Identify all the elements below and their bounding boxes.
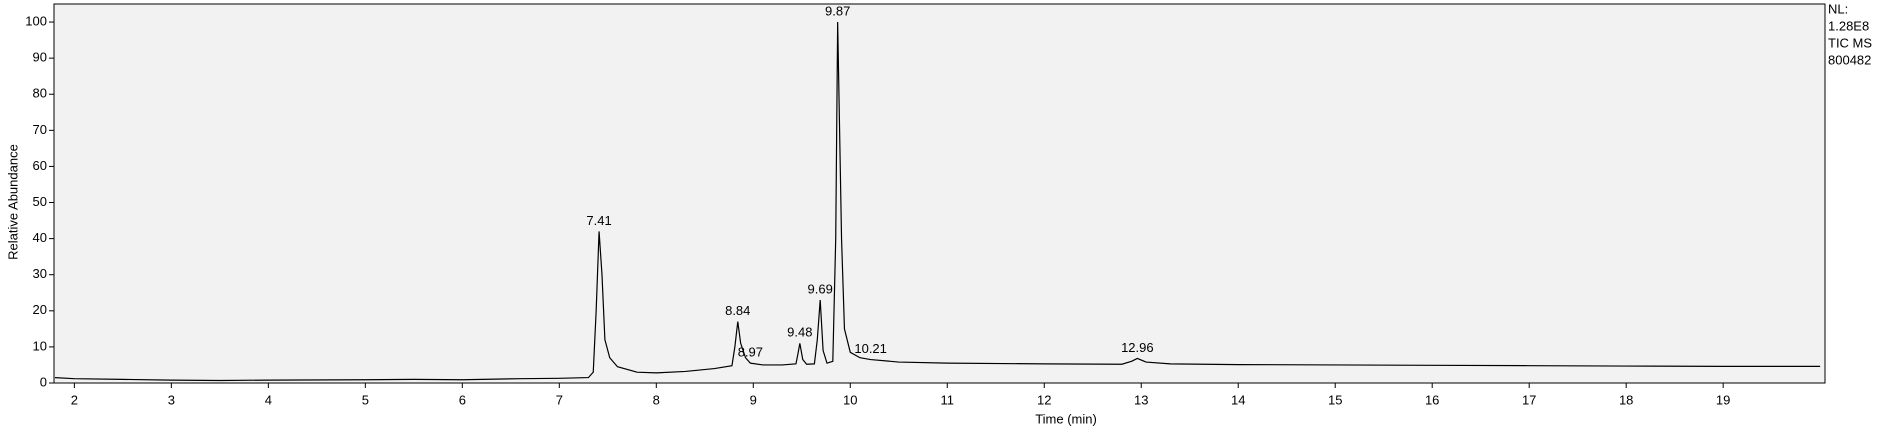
y-tick-label: 60	[33, 158, 47, 173]
x-tick-label: 8	[653, 392, 660, 407]
x-tick-label: 4	[265, 392, 272, 407]
side-text: NL:	[1828, 1, 1848, 16]
x-tick-label: 17	[1522, 392, 1536, 407]
y-tick-label: 50	[33, 194, 47, 209]
x-tick-label: 13	[1134, 392, 1148, 407]
x-tick-label: 15	[1328, 392, 1342, 407]
peak-label: 9.69	[808, 281, 833, 296]
peak-label: 12.96	[1121, 340, 1154, 355]
x-tick-label: 3	[168, 392, 175, 407]
y-tick-label: 10	[33, 338, 47, 353]
x-tick-label: 19	[1716, 392, 1730, 407]
peak-label: 8.97	[738, 345, 763, 360]
y-tick-label: 40	[33, 230, 47, 245]
y-tick-label: 20	[33, 302, 47, 317]
x-tick-label: 7	[556, 392, 563, 407]
x-axis-title: Time (min)	[1035, 411, 1097, 426]
peak-label: 9.87	[825, 3, 850, 18]
x-tick-label: 5	[362, 392, 369, 407]
side-text: TIC MS	[1828, 35, 1872, 50]
plot-area	[53, 3, 1826, 384]
x-tick-label: 2	[71, 392, 78, 407]
peak-label: 7.41	[586, 213, 611, 228]
y-tick-label: 100	[25, 13, 47, 28]
side-text: 1.28E8	[1828, 18, 1869, 33]
y-tick-label: 0	[40, 374, 47, 389]
peak-label: 10.21	[854, 341, 887, 356]
peak-label: 8.84	[725, 303, 750, 318]
y-tick-label: 90	[33, 50, 47, 65]
x-tick-label: 14	[1231, 392, 1245, 407]
x-tick-label: 18	[1619, 392, 1633, 407]
x-tick-label: 6	[459, 392, 466, 407]
y-tick-label: 70	[33, 122, 47, 137]
x-tick-label: 16	[1425, 392, 1439, 407]
y-tick-label: 30	[33, 266, 47, 281]
x-tick-label: 12	[1037, 392, 1051, 407]
x-tick-label: 9	[750, 392, 757, 407]
x-tick-label: 10	[843, 392, 857, 407]
trace	[54, 22, 1821, 382]
side-text: 800482	[1828, 52, 1871, 67]
x-tick-label: 11	[941, 392, 955, 407]
y-axis-title: Relative Abundance	[5, 144, 20, 260]
peak-label: 9.48	[787, 325, 812, 340]
y-tick-label: 80	[33, 86, 47, 101]
